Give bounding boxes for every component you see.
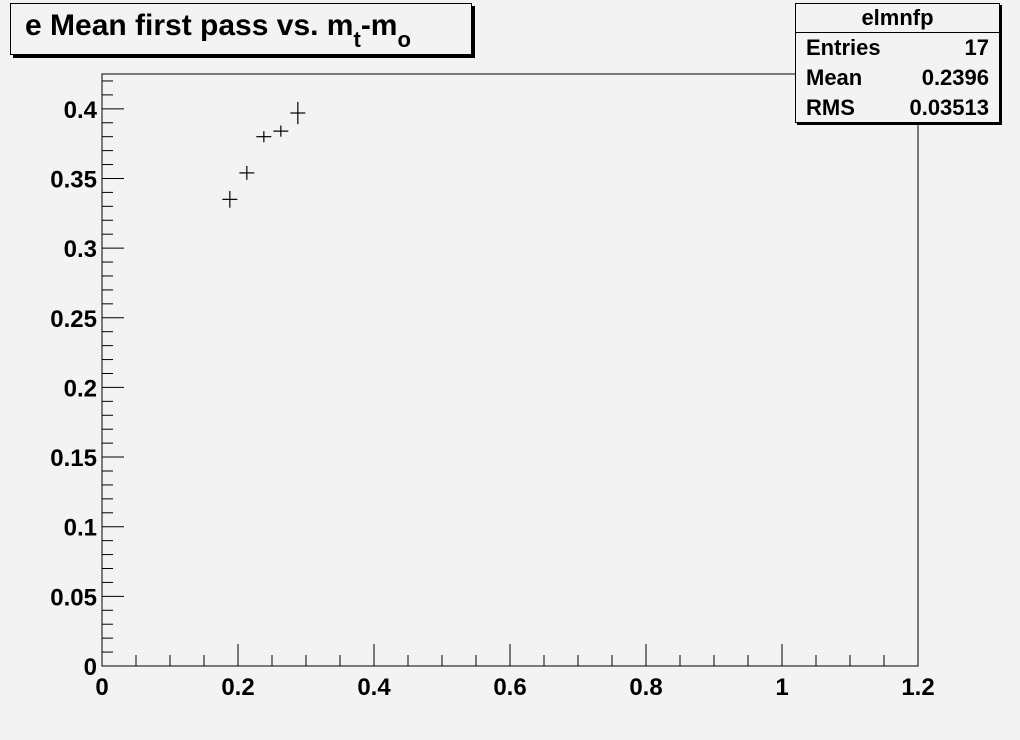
stats-box: elmnfp Entries 17 Mean 0.2396 RMS 0.0351… xyxy=(795,3,1000,123)
stats-name: elmnfp xyxy=(796,4,999,33)
chart-title: e Mean first pass vs. mt-mo xyxy=(10,3,472,55)
x-tick-label: 0.8 xyxy=(629,674,662,701)
y-tick-label: 0.4 xyxy=(64,97,98,124)
stats-value: 0.03513 xyxy=(909,95,989,120)
title-sub-o: o xyxy=(397,27,411,52)
y-tick-label: 0.05 xyxy=(50,584,97,611)
y-axis-ticks: 0 0.05 0.1 0.15 0.2 0.25 0.3 0.35 0.4 xyxy=(50,80,124,681)
y-tick-label: 0.25 xyxy=(50,306,97,333)
x-tick-label: 0 xyxy=(95,674,108,701)
x-axis-ticks: 0 0.2 0.4 0.6 0.8 1 1.2 xyxy=(95,644,935,701)
stats-label: Mean xyxy=(806,65,863,90)
y-tick-label: 0.1 xyxy=(64,515,97,542)
y-tick-label: 0.2 xyxy=(64,375,97,402)
x-tick-label: 0.2 xyxy=(221,674,254,701)
data-point xyxy=(273,125,289,137)
stats-value: 0.2396 xyxy=(921,65,989,90)
stats-label: Entries xyxy=(806,35,881,60)
data-point xyxy=(239,165,255,180)
data-point xyxy=(256,131,272,143)
y-tick-label: 0.3 xyxy=(64,236,97,263)
data-point xyxy=(290,101,306,125)
stats-row-entries: Entries 17 xyxy=(796,33,999,63)
y-tick-label: 0 xyxy=(84,654,97,681)
y-tick-label: 0.15 xyxy=(50,445,97,472)
x-tick-label: 1 xyxy=(775,674,788,701)
stats-label: RMS xyxy=(806,95,855,120)
y-tick-label: 0.35 xyxy=(50,166,97,193)
data-points xyxy=(222,101,306,208)
x-tick-label: 0.6 xyxy=(493,674,526,701)
plot-frame xyxy=(101,73,919,667)
data-point xyxy=(222,191,238,208)
title-main: e Mean first pass vs. m xyxy=(25,9,354,42)
stats-row-rms: RMS 0.03513 xyxy=(796,93,999,123)
title-sub-t: t xyxy=(353,27,361,52)
stats-value: 17 xyxy=(964,35,989,60)
axes xyxy=(101,73,919,667)
stats-row-mean: Mean 0.2396 xyxy=(796,63,999,93)
x-tick-label: 0.4 xyxy=(357,674,391,701)
x-tick-label: 1.2 xyxy=(901,674,934,701)
title-mid: -m xyxy=(360,9,398,42)
